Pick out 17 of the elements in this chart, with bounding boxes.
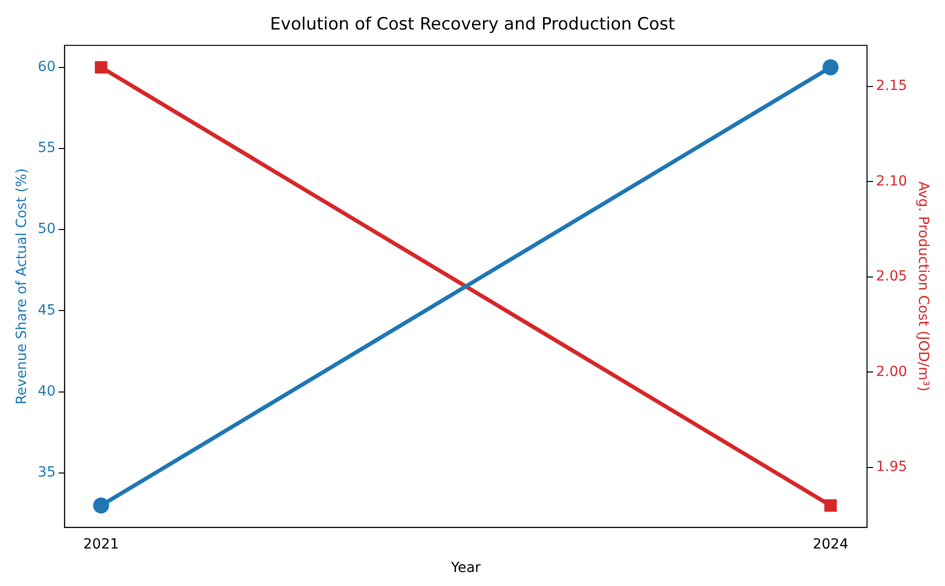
y-tick-label: 55 bbox=[38, 140, 56, 156]
x-tick-label: 2021 bbox=[83, 536, 119, 552]
y-tick-label: 35 bbox=[38, 464, 56, 481]
x-tick-label: 2024 bbox=[812, 536, 848, 552]
y2-tick-label: 2.00 bbox=[876, 364, 908, 380]
y2-tick-label: 1.95 bbox=[876, 459, 908, 476]
y-tick-label: 60 bbox=[38, 58, 56, 75]
y-axis-title: Revenue Share of Actual Cost (%) bbox=[14, 168, 30, 405]
x-axis-title: Year bbox=[450, 560, 481, 576]
y-tick-label: 45 bbox=[38, 302, 56, 318]
y2-tick-label: 2.10 bbox=[876, 173, 908, 190]
y-tick-label: 50 bbox=[38, 221, 56, 238]
y2-axis-title: Avg. Production Cost (JOD/m³) bbox=[914, 181, 931, 392]
y-tick-label: 40 bbox=[38, 384, 56, 400]
y2-tick-label: 2.15 bbox=[876, 78, 908, 94]
y2-tick-label: 2.05 bbox=[876, 268, 908, 285]
chart-title: Evolution of Cost Recovery and Production Cost bbox=[270, 14, 676, 35]
